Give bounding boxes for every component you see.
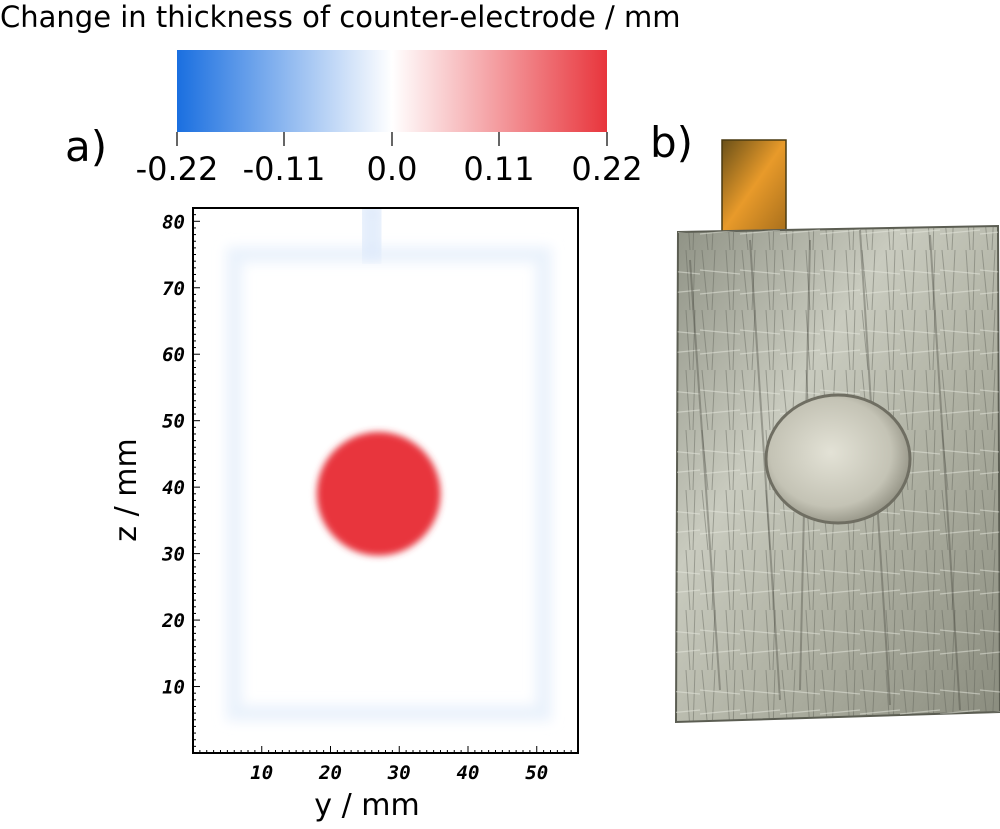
y-axis-tick-label: 10 bbox=[162, 677, 185, 699]
y-axis-tick-label: 80 bbox=[162, 211, 185, 233]
cell-photo bbox=[674, 139, 1000, 724]
heatmap-features bbox=[226, 208, 552, 722]
panel-label-b: b) bbox=[650, 118, 694, 167]
y-axis-ticks: 10 20 30 40 50 60 70 80 bbox=[161, 211, 200, 747]
x-axis-title: y / mm bbox=[314, 788, 419, 823]
x-axis-ticks: 10 20 30 40 50 bbox=[199, 746, 572, 784]
colorbar-tick: 0.0 bbox=[366, 150, 418, 188]
x-axis-tick-label: 40 bbox=[457, 762, 480, 784]
heatmap-border-outline bbox=[226, 246, 552, 722]
colorbar-tick: 0.11 bbox=[463, 150, 535, 188]
y-axis-tick-label: 20 bbox=[161, 610, 185, 632]
y-axis-tick-label: 50 bbox=[162, 411, 185, 433]
x-axis-tick-label: 20 bbox=[318, 762, 342, 784]
heatmap-tab-outline bbox=[358, 208, 385, 261]
y-axis-tick-label: 70 bbox=[162, 278, 185, 300]
y-axis-tick-label: 60 bbox=[162, 344, 185, 366]
colorbar-tick: -0.22 bbox=[135, 150, 219, 188]
colorbar bbox=[177, 50, 607, 132]
colorbar-tick: -0.11 bbox=[242, 150, 326, 188]
heatmap-chart: 10 20 30 40 50 10 20 30 40 50 60 70 80 y / mm z / m… bbox=[109, 207, 579, 823]
y-axis-tick-label: 40 bbox=[162, 477, 185, 499]
x-axis-tick-label: 10 bbox=[250, 762, 273, 784]
cell-tab bbox=[721, 139, 787, 233]
y-axis-tick-label: 30 bbox=[161, 544, 185, 566]
plot-area bbox=[193, 208, 578, 753]
heatmap-hotspot bbox=[316, 431, 441, 556]
panel-label-a: a) bbox=[65, 122, 108, 171]
colorbar-tick-marks bbox=[176, 132, 608, 146]
colorbar-tick: 0.22 bbox=[571, 150, 643, 188]
cell-bulge bbox=[764, 393, 912, 525]
x-axis-tick-label: 30 bbox=[387, 762, 411, 784]
x-axis-tick-label: 50 bbox=[525, 762, 548, 784]
y-axis-title: z / mm bbox=[109, 438, 144, 541]
colorbar-title: Change in thickness of counter-electrode… bbox=[0, 0, 681, 34]
